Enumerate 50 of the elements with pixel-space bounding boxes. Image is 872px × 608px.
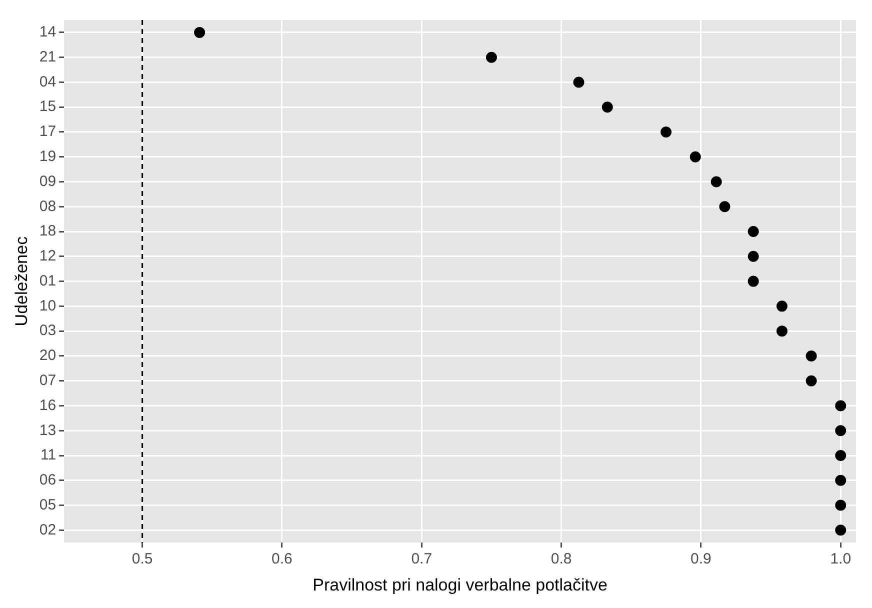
y-tick-label: 13 [39,422,56,439]
point [835,500,846,511]
point [573,76,584,88]
y-tick-label: 08 [39,198,56,215]
y-tick-label: 11 [40,446,56,464]
point [602,102,613,113]
y-tick-label: 02 [39,521,56,538]
x-tick-label: 1.0 [830,550,852,568]
y-tick-label: 05 [39,496,56,514]
point [194,26,206,38]
y-axis-title: Udeleženec [12,236,31,326]
x-tick-label: 0.9 [690,550,712,568]
y-tick-label: 20 [39,347,56,364]
x-axis-title: Pravilnost pri nalogi verbalne potlačitve [312,575,608,594]
y-tick-label: 10 [39,297,56,314]
y-tick-label: 03 [39,322,56,340]
x-tick-label: 0.5 [132,550,153,568]
y-tick-label: 12 [39,248,56,265]
point [835,474,846,486]
x-tick-label: 0.8 [550,550,572,568]
y-tick-label: 15 [39,98,56,116]
point [776,326,788,337]
point [835,400,846,412]
point [748,250,759,262]
y-tick-label: 04 [39,73,56,90]
y-tick-label: 06 [39,472,56,489]
y-tick-label: 09 [39,172,56,190]
point [835,524,846,536]
y-tick-label: 16 [39,396,56,414]
y-tick-label: 07 [39,372,56,389]
point [748,276,759,287]
y-tick-label: 17 [39,123,56,140]
point [486,52,497,63]
y-tick-label: 01 [39,272,56,290]
x-tick-label: 0.7 [411,550,432,568]
point [710,176,722,188]
x-tick-label: 0.6 [272,550,292,568]
y-tick-label: 14 [39,24,56,41]
point [835,450,846,461]
point [776,300,788,312]
point [806,375,817,386]
point [719,201,730,212]
y-tick-label: 21 [39,48,56,66]
point [806,350,817,362]
point [835,425,846,436]
point [660,126,672,138]
y-tick-label: 19 [39,148,56,166]
point [690,151,701,162]
y-tick-label: 18 [39,222,56,240]
point [748,226,759,238]
